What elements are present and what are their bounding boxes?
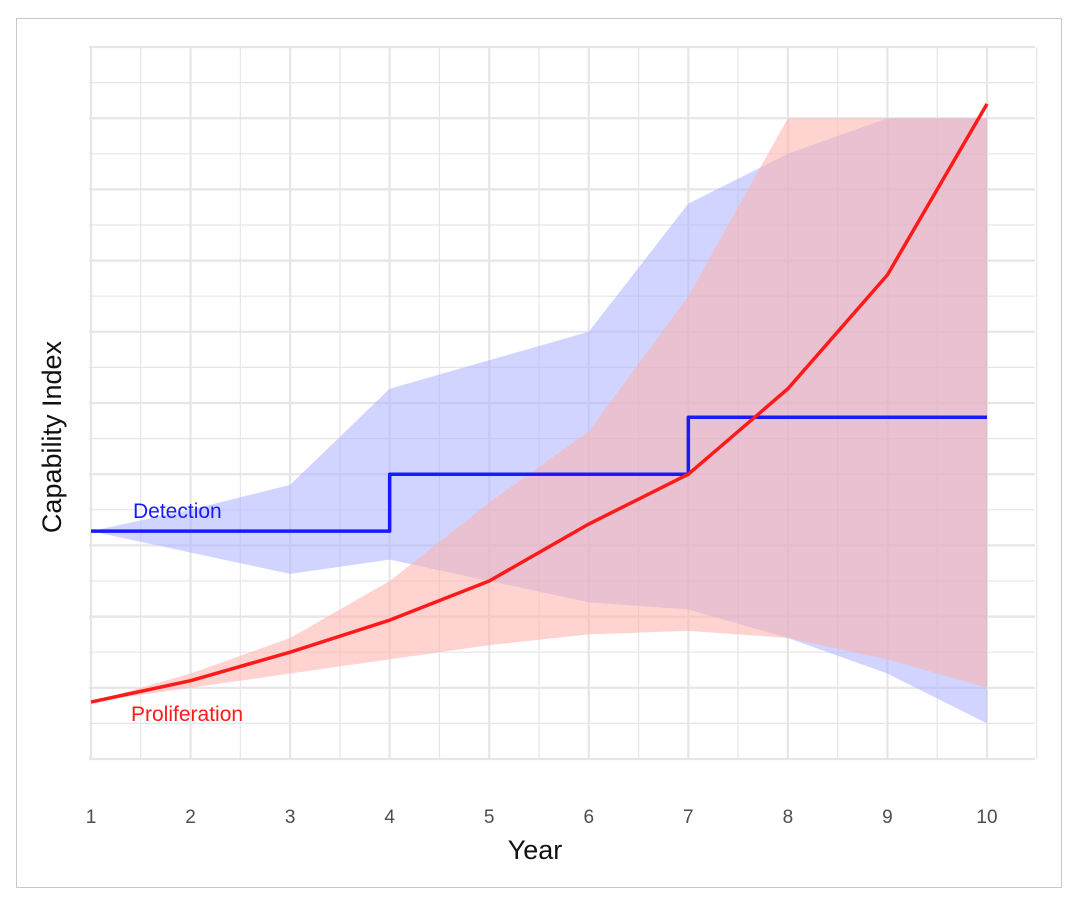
x-tick-label: 1 bbox=[86, 807, 97, 828]
x-tick-label: 10 bbox=[976, 807, 997, 828]
x-tick-label: 4 bbox=[384, 807, 395, 828]
confidence-bands bbox=[91, 118, 987, 724]
detection-line bbox=[91, 415, 987, 533]
x-tick-label: 8 bbox=[783, 807, 794, 828]
x-axis-title: Year bbox=[508, 835, 563, 865]
proliferation-line bbox=[90, 103, 989, 704]
x-tick-label: 7 bbox=[683, 807, 694, 828]
y-axis-title: Capability Index bbox=[37, 340, 67, 533]
x-tick-label: 3 bbox=[285, 807, 296, 828]
chart: 1 2 3 4 5 6 7 8 9 10 Detection Proliferation Year… bbox=[37, 45, 1038, 865]
chart-frame: 1 2 3 4 5 6 7 8 9 10 Detection Proliferation Year… bbox=[16, 18, 1062, 888]
proliferation-band bbox=[91, 118, 987, 703]
x-tick-label: 2 bbox=[185, 807, 196, 828]
proliferation-label: Proliferation bbox=[131, 703, 243, 726]
x-tick-label: 9 bbox=[882, 807, 893, 828]
series-lines bbox=[90, 103, 989, 704]
x-tick-label: 5 bbox=[484, 807, 495, 828]
x-tick-label: 6 bbox=[583, 807, 594, 828]
detection-label: Detection bbox=[133, 500, 222, 523]
x-axis-ticks: 1 2 3 4 5 6 7 8 9 10 bbox=[86, 807, 998, 828]
